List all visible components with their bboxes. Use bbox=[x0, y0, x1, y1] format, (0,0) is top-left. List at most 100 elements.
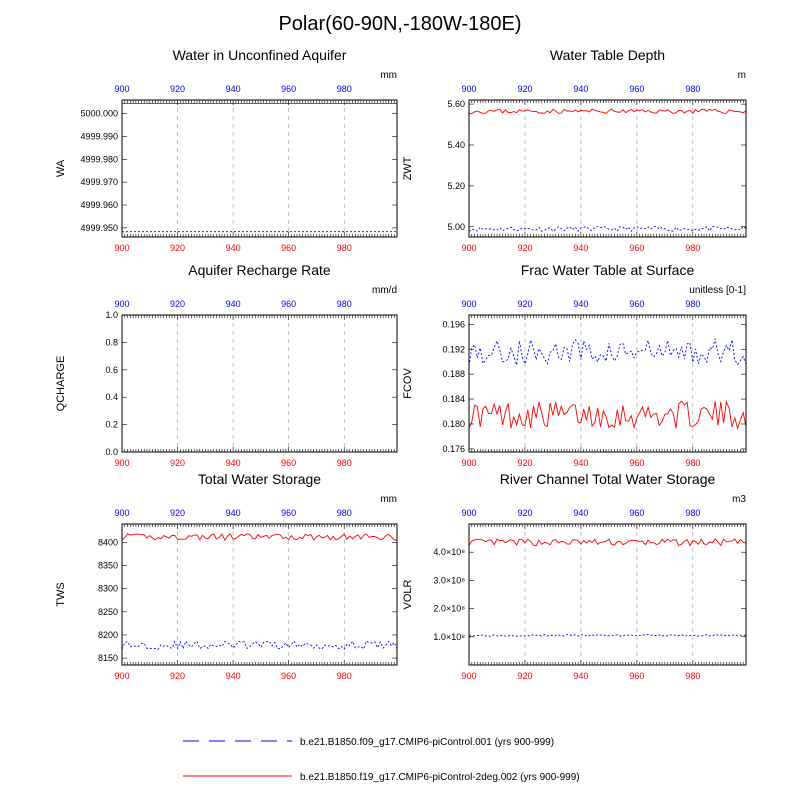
x-tick-label-top: 940 bbox=[573, 84, 588, 94]
x-tick-label-bottom: 980 bbox=[337, 458, 352, 468]
x-tick-label-bottom: 960 bbox=[629, 458, 644, 468]
x-tick-label-top: 940 bbox=[226, 508, 241, 518]
x-tick-label-top: 980 bbox=[685, 508, 700, 518]
x-tick-label-bottom: 980 bbox=[685, 458, 700, 468]
x-tick-label-bottom: 900 bbox=[114, 243, 129, 253]
y-tick-label: 1.0 bbox=[105, 310, 118, 320]
y-axis-label: FCOV bbox=[402, 368, 414, 399]
legend-label-0: b.e21.B1850.f09_g17.CMIP6-piControl.001 … bbox=[300, 737, 554, 748]
series-line-1 bbox=[468, 400, 747, 430]
panel-1: Water Table Depth m ZWT 900 900 920 920 940 940 9… bbox=[402, 47, 747, 253]
panel-title: Total Water Storage bbox=[198, 471, 321, 487]
plot-frame bbox=[121, 523, 398, 666]
x-tick-label-top: 980 bbox=[337, 84, 352, 94]
legend: b.e21.B1850.f09_g17.CMIP6-piControl.001 … bbox=[183, 737, 580, 783]
x-tick-label-bottom: 920 bbox=[170, 671, 185, 681]
y-tick-label: 2.0×10⁸ bbox=[433, 604, 465, 614]
x-tick-label-bottom: 940 bbox=[573, 243, 588, 253]
series-line-0 bbox=[468, 225, 747, 233]
y-axis-label: ZWT bbox=[402, 156, 414, 180]
plot-frame bbox=[468, 523, 747, 666]
y-axis-label: VOLR bbox=[402, 579, 414, 609]
x-tick-label-bottom: 900 bbox=[461, 243, 476, 253]
panel-5: River Channel Total Water Storage m3 VOLR 9… bbox=[402, 471, 747, 681]
x-tick-label-top: 900 bbox=[461, 508, 476, 518]
y-tick-label: 0.2 bbox=[105, 420, 118, 430]
x-tick-label-top: 940 bbox=[226, 84, 241, 94]
panel-title: Water in Unconfined Aquifer bbox=[173, 47, 347, 63]
x-tick-label-bottom: 960 bbox=[281, 671, 296, 681]
units-label: mm bbox=[380, 494, 397, 505]
panel-title: River Channel Total Water Storage bbox=[500, 471, 716, 487]
x-tick-label-top: 960 bbox=[281, 84, 296, 94]
panel-0: Water in Unconfined Aquifer mm WA 900 900 920… bbox=[55, 47, 398, 253]
y-tick-label: 0.0 bbox=[105, 447, 118, 457]
series-line-0 bbox=[468, 338, 747, 367]
y-tick-label: 8150 bbox=[98, 653, 118, 663]
x-tick-label-top: 900 bbox=[114, 299, 129, 309]
x-tick-label-bottom: 920 bbox=[170, 243, 185, 253]
y-tick-label: 8300 bbox=[98, 584, 118, 594]
y-axis-label: WA bbox=[55, 159, 67, 177]
x-tick-label-bottom: 980 bbox=[685, 243, 700, 253]
y-tick-label: 4999.970 bbox=[80, 177, 118, 187]
x-tick-label-bottom: 960 bbox=[629, 671, 644, 681]
panel-title: Aquifer Recharge Rate bbox=[188, 262, 331, 278]
y-tick-label: 3.0×10⁸ bbox=[433, 575, 465, 585]
y-tick-label: 1.0×10⁸ bbox=[433, 632, 465, 642]
legend-label-1: b.e21.B1850.f19_g17.CMIP6-piControl-2deg… bbox=[300, 772, 580, 783]
x-tick-label-top: 940 bbox=[226, 299, 241, 309]
x-tick-label-bottom: 940 bbox=[573, 671, 588, 681]
x-tick-label-bottom: 940 bbox=[573, 458, 588, 468]
y-tick-label: 4.0×10⁸ bbox=[433, 547, 465, 557]
panel-4: Total Water Storage mm TWS 900 900 920 920 940 9… bbox=[55, 471, 398, 681]
x-tick-label-top: 900 bbox=[461, 299, 476, 309]
series-line-0 bbox=[121, 640, 398, 650]
y-tick-label: 8350 bbox=[98, 561, 118, 571]
x-tick-label-top: 920 bbox=[170, 84, 185, 94]
y-tick-label: 5.20 bbox=[447, 181, 465, 191]
x-tick-label-bottom: 960 bbox=[281, 243, 296, 253]
y-tick-label: 0.188 bbox=[442, 369, 465, 379]
y-tick-label: 5.00 bbox=[447, 222, 465, 232]
y-tick-label: 8250 bbox=[98, 607, 118, 617]
plot-frame bbox=[121, 314, 398, 453]
x-tick-label-bottom: 940 bbox=[226, 243, 241, 253]
x-tick-label-bottom: 920 bbox=[517, 458, 532, 468]
y-tick-label: 4999.950 bbox=[80, 223, 118, 233]
x-tick-label-bottom: 980 bbox=[337, 671, 352, 681]
x-tick-label-bottom: 900 bbox=[114, 671, 129, 681]
units-label: mm bbox=[380, 70, 397, 81]
x-tick-label-top: 960 bbox=[281, 508, 296, 518]
x-tick-label-top: 940 bbox=[573, 508, 588, 518]
x-tick-label-top: 900 bbox=[114, 508, 129, 518]
y-tick-label: 4999.980 bbox=[80, 154, 118, 164]
plot-frame bbox=[121, 99, 398, 238]
x-tick-label-top: 920 bbox=[517, 84, 532, 94]
x-tick-label-bottom: 900 bbox=[461, 671, 476, 681]
y-tick-label: 5.60 bbox=[447, 99, 465, 109]
x-tick-label-top: 920 bbox=[170, 299, 185, 309]
plot-frame bbox=[468, 314, 747, 453]
x-tick-label-bottom: 920 bbox=[517, 671, 532, 681]
y-tick-label: 5.40 bbox=[447, 140, 465, 150]
x-tick-label-top: 920 bbox=[517, 508, 532, 518]
y-tick-label: 0.192 bbox=[442, 344, 465, 354]
x-tick-label-top: 980 bbox=[685, 299, 700, 309]
series-line-1 bbox=[468, 108, 747, 115]
units-label: mm/d bbox=[372, 285, 397, 296]
series-line-0 bbox=[468, 634, 747, 637]
y-tick-label: 4999.960 bbox=[80, 200, 118, 210]
series-line-1 bbox=[468, 538, 747, 547]
x-tick-label-bottom: 920 bbox=[170, 458, 185, 468]
panel-title: Frac Water Table at Surface bbox=[521, 262, 695, 278]
x-tick-label-top: 980 bbox=[337, 508, 352, 518]
panel-title: Water Table Depth bbox=[550, 47, 665, 63]
y-axis-label: QCHARGE bbox=[55, 356, 67, 412]
x-tick-label-bottom: 940 bbox=[226, 671, 241, 681]
y-tick-label: 0.6 bbox=[105, 365, 118, 375]
units-label: m3 bbox=[732, 494, 746, 505]
x-tick-label-bottom: 980 bbox=[685, 671, 700, 681]
x-tick-label-bottom: 900 bbox=[461, 458, 476, 468]
